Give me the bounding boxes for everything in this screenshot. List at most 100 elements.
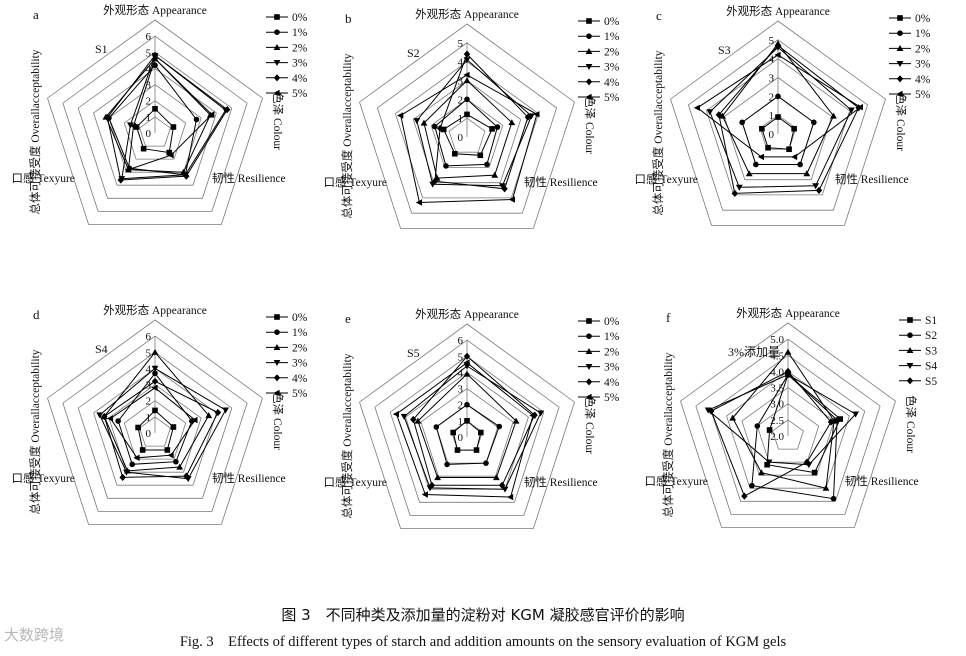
series-line-5%	[395, 362, 534, 498]
tick-label: 4	[146, 63, 152, 75]
data-point-2%	[491, 171, 499, 178]
data-point-0%	[775, 114, 781, 120]
legend-label: 2%	[604, 346, 620, 358]
data-point-1%	[129, 461, 136, 468]
data-point-5%	[415, 199, 422, 206]
data-point-4%	[117, 176, 124, 184]
series-line-0%	[137, 409, 174, 451]
data-point-0%	[139, 447, 146, 453]
panel-tag: S2	[407, 46, 420, 60]
grid-ring	[93, 367, 217, 486]
data-point-0%	[152, 105, 158, 112]
series-line-4%	[412, 355, 536, 486]
data-point-1%	[173, 458, 179, 465]
data-point-3%	[528, 113, 535, 120]
grid-ring	[376, 42, 558, 214]
data-point-5%	[167, 152, 174, 159]
data-point-4%	[183, 172, 190, 180]
data-point-4%	[431, 177, 439, 185]
tick-label: 0	[146, 128, 152, 140]
data-point-0%	[170, 424, 177, 430]
data-point-1%	[496, 423, 503, 430]
data-point-S2	[749, 482, 755, 489]
legend-marker-5%	[273, 389, 280, 397]
data-point-1%	[797, 161, 803, 168]
legend-label: 5%	[604, 92, 620, 104]
axis-label-overall-acceptability: 总体可接受度 Overallacceptability	[651, 50, 665, 215]
data-point-2%	[803, 170, 811, 177]
tick-label: 1	[458, 416, 464, 428]
data-point-3%	[413, 118, 421, 125]
axis-label-texture: 口感 Texyure	[635, 172, 698, 186]
data-point-S3	[822, 484, 830, 491]
data-point-S4	[765, 459, 773, 466]
data-point-1%	[484, 161, 490, 168]
grid-ring	[123, 100, 187, 160]
legend-marker-2%	[585, 48, 593, 54]
axis-label-overall-acceptability: 总体可接受度 Overallacceptability	[661, 352, 675, 517]
data-point-4%	[436, 124, 444, 132]
legend-label: 2%	[292, 42, 308, 54]
tick-label: 5	[146, 47, 152, 59]
data-point-4%	[815, 186, 823, 194]
tick-label: 5	[458, 38, 464, 50]
data-point-5%	[106, 415, 114, 422]
grid-ring	[77, 351, 233, 499]
tick-label: 0	[146, 428, 152, 440]
legend-marker-3%	[585, 364, 593, 370]
data-point-S5	[827, 418, 835, 426]
data-point-1%	[753, 161, 759, 168]
legend-label: 4%	[292, 373, 308, 385]
series-line-3%	[121, 54, 227, 180]
data-point-5%	[533, 111, 540, 118]
data-point-3%	[537, 410, 545, 417]
panel-tag: S3	[718, 43, 731, 57]
data-point-0%	[786, 146, 792, 153]
series-line-1%	[435, 404, 500, 465]
axis-label-colour: 色泽 Colour	[271, 92, 285, 150]
grid-ring	[62, 35, 248, 212]
legend-marker-1%	[586, 333, 592, 340]
legend-marker-1%	[897, 30, 903, 36]
radar-panel-e: 0 1 2 3 4 5 6 外观形态 Appearance 韧性 Resilience 口感 Te…	[324, 308, 620, 529]
grid-ring	[123, 400, 187, 460]
axis-label-appearance: 外观形态 Appearance	[103, 304, 207, 317]
legend-label: S2	[925, 330, 937, 342]
legend-marker-5%	[585, 93, 592, 101]
tick-label: 4	[146, 363, 152, 375]
data-point-4%	[151, 377, 159, 385]
data-point-1%	[115, 418, 121, 424]
grid-ring	[756, 403, 820, 463]
legend-marker-3%	[273, 60, 281, 66]
legend-label: 2%	[292, 342, 308, 354]
legend-label: S4	[925, 361, 937, 373]
data-point-5%	[124, 166, 131, 173]
data-point-5%	[757, 153, 764, 161]
data-point-4%	[501, 185, 508, 193]
data-point-4%	[410, 415, 417, 424]
data-point-3%	[812, 183, 819, 190]
legend-marker-3%	[273, 360, 281, 366]
legend-marker-4%	[585, 78, 593, 86]
series-line-0%	[443, 113, 493, 156]
grid-ring	[139, 416, 171, 447]
legend-marker-4%	[273, 374, 281, 382]
series-line-2%	[103, 351, 210, 472]
data-point-0%	[166, 149, 173, 156]
data-point-3%	[127, 122, 134, 129]
legend-label: 0%	[292, 312, 308, 324]
watermark-logo: 大数跨境	[4, 626, 65, 644]
axis-label-overall-acceptability: 总体可接受度 Overallacceptability	[340, 53, 354, 218]
legend-marker-3%	[585, 64, 593, 70]
panel-letter: f	[666, 310, 671, 325]
legend-label: 5%	[292, 88, 308, 100]
data-point-3%	[848, 107, 855, 114]
data-point-S3	[784, 348, 792, 355]
tick-label: 6	[458, 335, 464, 347]
grid-ring	[710, 354, 866, 502]
grid-ring	[695, 338, 881, 515]
data-point-S1	[764, 461, 770, 468]
axis-label-resilience: 韧性 Resilience	[524, 475, 598, 489]
